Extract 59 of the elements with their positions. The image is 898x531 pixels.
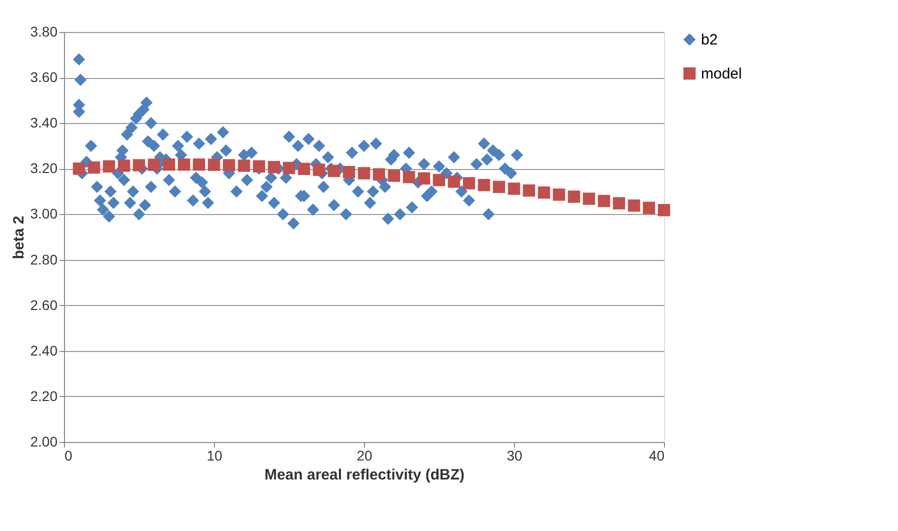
point	[88, 161, 100, 174]
point	[252, 160, 266, 173]
point	[298, 162, 310, 176]
point	[538, 186, 550, 199]
y-tick-label: 2.20	[30, 388, 58, 404]
point	[328, 164, 340, 178]
point	[462, 177, 476, 190]
point	[268, 160, 280, 174]
point	[358, 167, 370, 180]
x-tick-label: 10	[206, 448, 222, 464]
point	[448, 176, 460, 188]
point	[642, 202, 656, 214]
point	[192, 158, 206, 171]
point	[282, 162, 296, 174]
point	[102, 160, 116, 173]
point	[598, 194, 610, 208]
point	[162, 158, 176, 171]
y-tick-label: 3.80	[30, 24, 58, 40]
point	[568, 190, 580, 203]
y-tick-label: 3.60	[30, 69, 58, 86]
legend-label: b2	[701, 32, 718, 48]
point	[388, 170, 400, 182]
y-tick-label: 2.00	[30, 434, 58, 450]
point	[72, 162, 86, 175]
point	[402, 170, 416, 184]
point	[222, 159, 236, 172]
x-axis-title: Mean areal reflectivity (dBZ)	[264, 466, 465, 484]
point	[582, 192, 596, 205]
y-tick-label: 3.00	[30, 206, 58, 222]
point	[628, 199, 640, 212]
point	[418, 172, 430, 185]
point	[132, 159, 146, 172]
point	[432, 174, 446, 186]
point	[118, 160, 130, 172]
point	[208, 158, 220, 171]
point	[508, 182, 520, 195]
point	[238, 160, 250, 172]
point	[522, 184, 536, 197]
x-tick-label: 20	[356, 448, 372, 464]
y-tick-label: 3.20	[30, 160, 58, 176]
x-tick-label: 0	[64, 448, 72, 464]
legend-label: model	[701, 66, 742, 82]
point	[178, 158, 190, 171]
point	[612, 197, 626, 210]
x-tick-label: 40	[648, 448, 665, 464]
point	[148, 158, 160, 171]
y-axis-title: beta 2	[10, 216, 28, 260]
point	[492, 180, 506, 194]
point	[658, 204, 670, 216]
y-tick-label: 2.80	[30, 251, 58, 268]
x-tick-label: 30	[506, 448, 522, 464]
point	[552, 188, 566, 201]
point	[342, 166, 356, 178]
y-tick-label: 2.60	[30, 296, 58, 313]
point	[312, 164, 326, 176]
point	[478, 178, 490, 192]
y-tick-label: 2.40	[30, 342, 58, 358]
y-tick-label: 3.40	[30, 114, 58, 131]
point	[372, 168, 386, 180]
